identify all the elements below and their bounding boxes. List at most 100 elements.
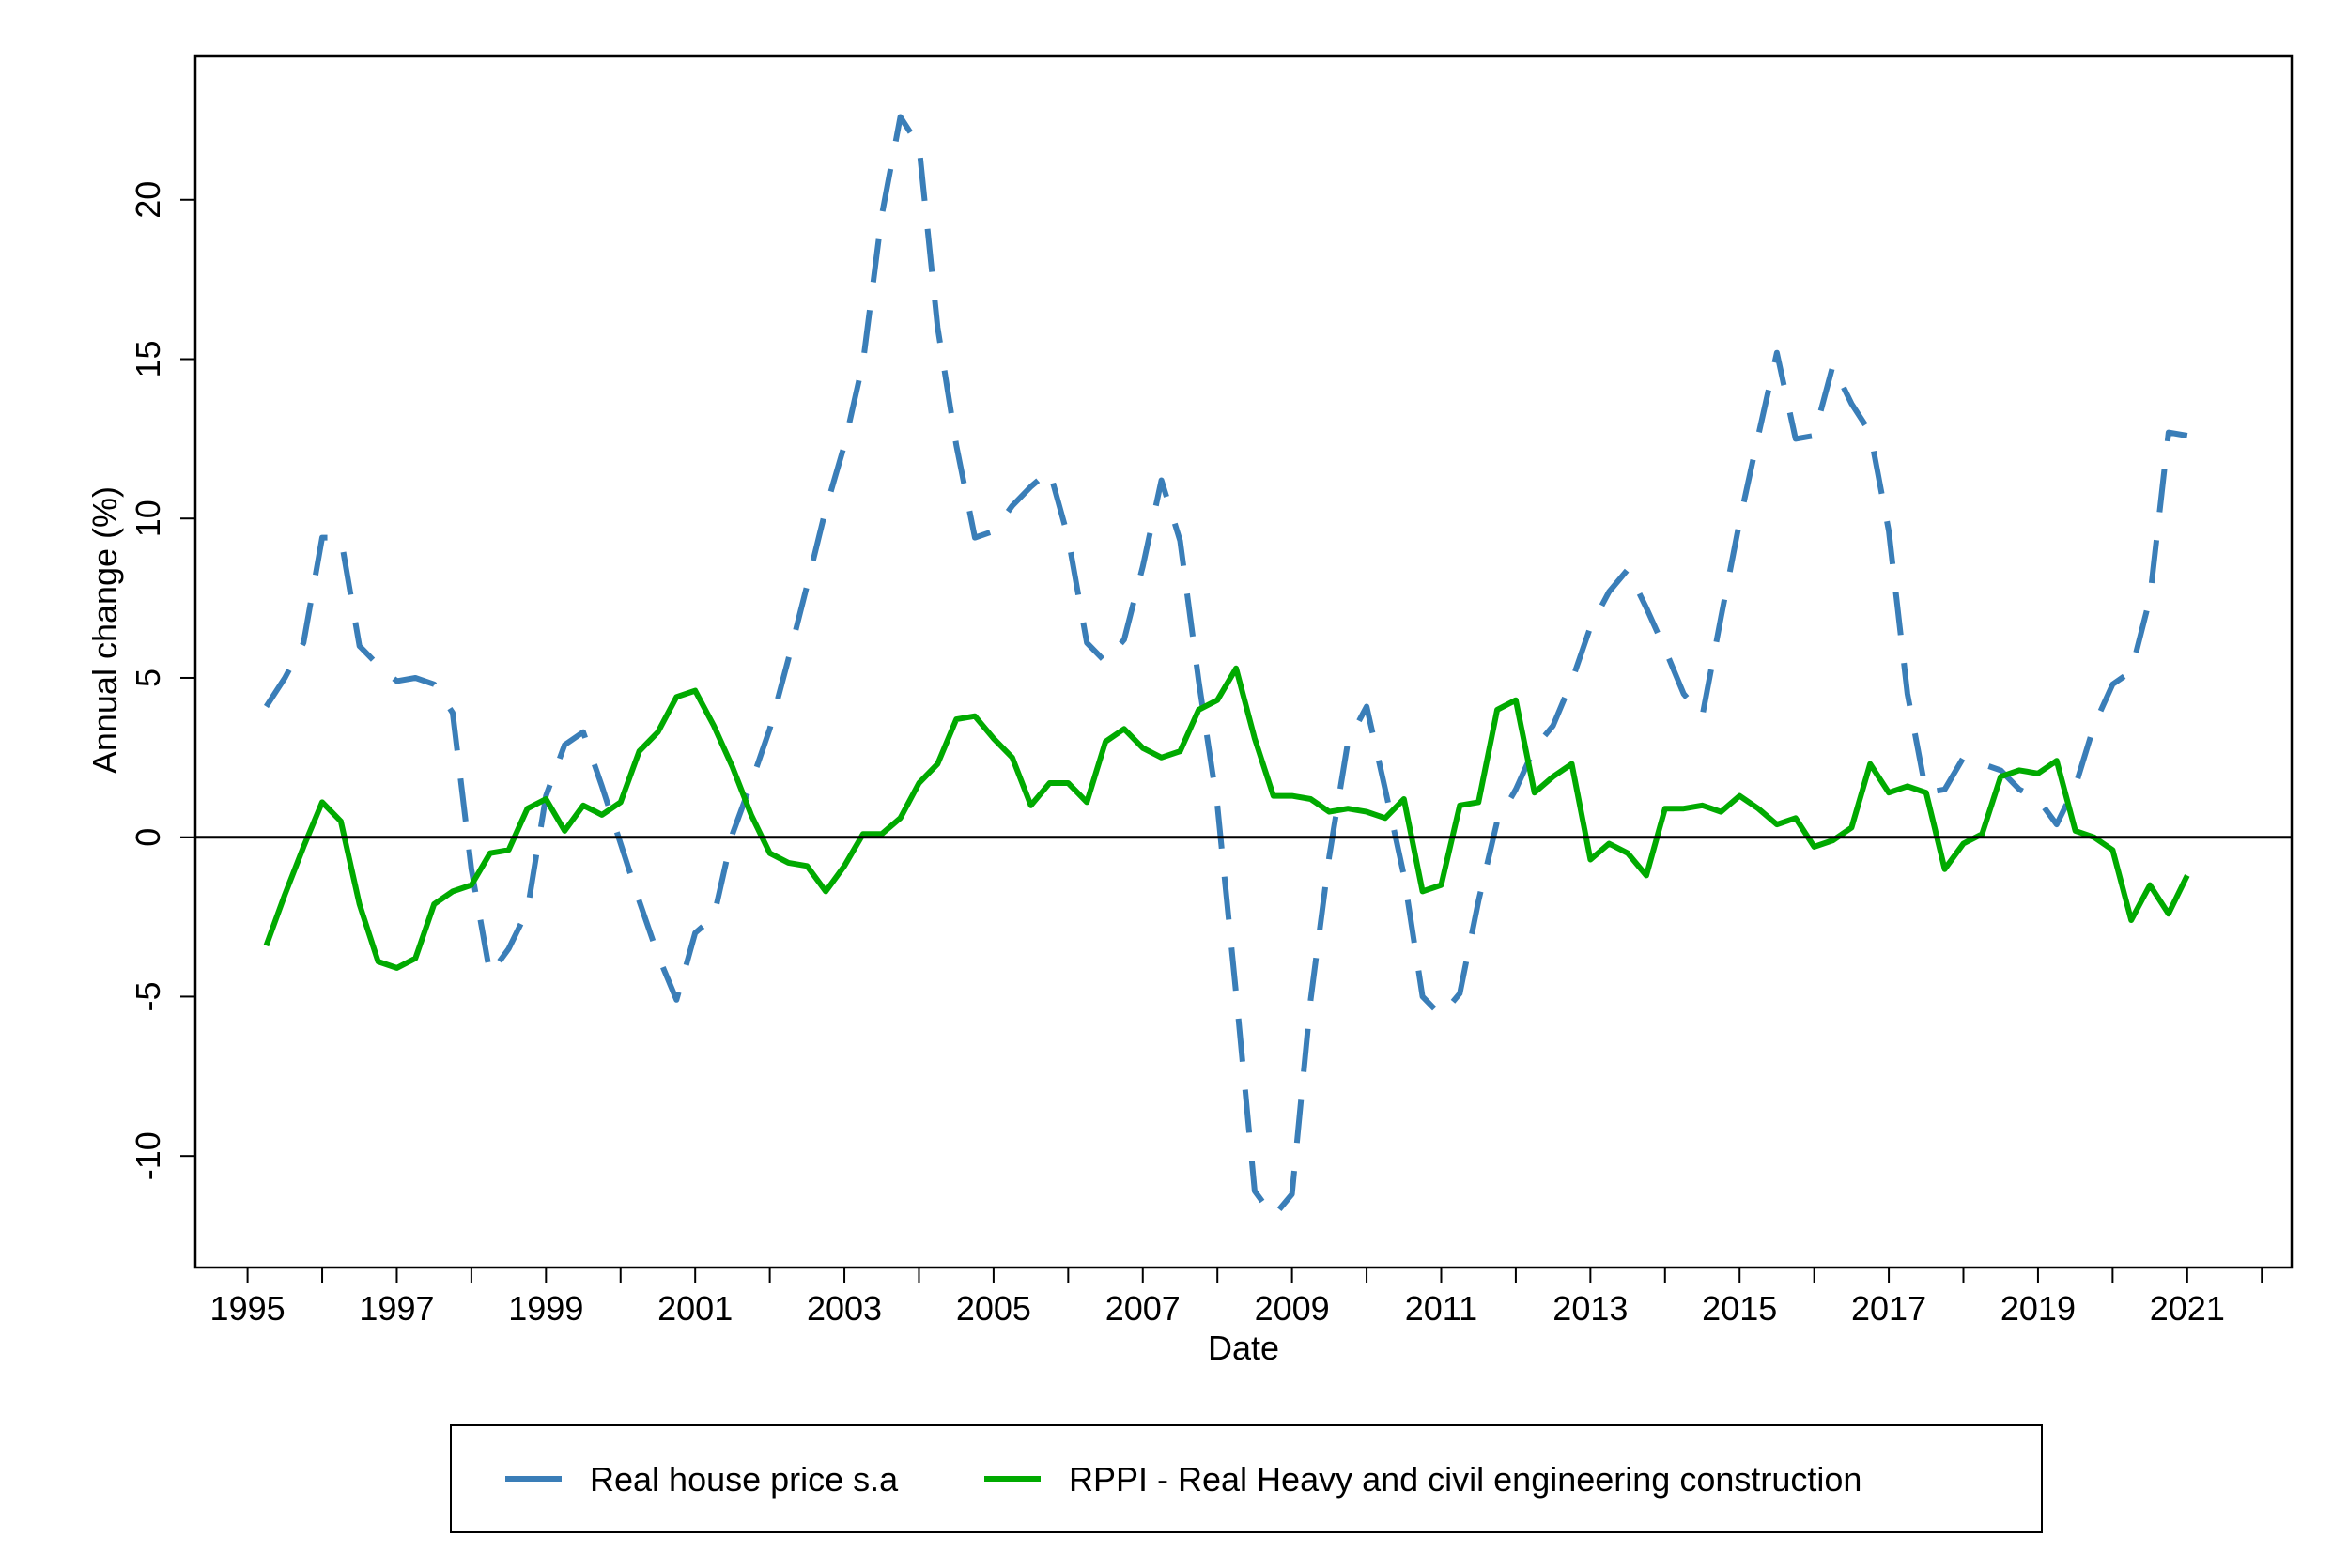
series-0-point (768, 728, 771, 730)
series-0-point (1496, 820, 1499, 822)
series-0-point (2000, 769, 2002, 772)
series-1-point (1272, 794, 1274, 797)
series-0-point (1086, 641, 1089, 644)
series-1-point (1645, 874, 1647, 877)
series-1-point (1104, 740, 1107, 743)
series-0-point (2018, 788, 2021, 791)
series-0-point (1682, 692, 1685, 695)
series-0-point (339, 536, 342, 539)
series-0-point (2055, 823, 2058, 826)
series-0-point (302, 641, 305, 644)
series-1-point (1775, 823, 1778, 826)
series-0-point (488, 973, 491, 976)
series-0-point (1272, 1215, 1274, 1218)
series-0-point (619, 842, 622, 845)
series-1-point (1533, 792, 1536, 794)
series-0-point (1290, 1192, 1293, 1195)
series-0-point (1570, 680, 1573, 683)
series-1-point (526, 807, 529, 810)
series-1-point (358, 903, 361, 906)
series-1-point (1831, 839, 1834, 842)
series-1-point (545, 797, 548, 800)
series-1-point (488, 852, 491, 854)
series-0-point (955, 444, 958, 447)
series-1-point (1216, 699, 1219, 701)
series-0-point (452, 712, 455, 715)
series-1-point (433, 903, 436, 906)
series-0-point (749, 782, 752, 785)
series-1-point (1608, 842, 1611, 845)
series-0-point (2111, 683, 2114, 685)
series-0-point (582, 730, 585, 733)
series-0-point (1402, 874, 1405, 877)
series-0-point (1309, 998, 1312, 1001)
x-axis-label: Date (1208, 1329, 1279, 1367)
series-1-point (974, 715, 977, 717)
y-tick-label: 0 (129, 828, 167, 847)
series-0-point (1981, 762, 1984, 765)
series-0-point (1160, 479, 1163, 482)
series-1-point (564, 829, 566, 832)
series-1-point (1589, 858, 1592, 861)
series-line-0 (263, 114, 2188, 1220)
series-0-point (1645, 607, 1647, 609)
series-0-point (1197, 680, 1200, 683)
y-tick-label: 20 (129, 181, 167, 219)
series-1-point (1383, 817, 1386, 820)
x-axis: 1995 1997 1999 2001 2003 2005 2007 2009 2011 2013… (210, 1268, 2263, 1328)
series-0-point (1533, 746, 1536, 749)
series-0-point (377, 664, 379, 667)
series-1-point (1197, 708, 1200, 711)
series-1-point (955, 718, 958, 721)
series-0-point (600, 785, 603, 788)
series-0-point (1328, 855, 1331, 858)
series-0-point (1440, 1014, 1443, 1017)
series-0-point (1906, 692, 1908, 695)
series-0-point (1831, 364, 1834, 367)
series-0-point (1383, 788, 1386, 791)
series-1-point (657, 730, 659, 733)
series-1-point (1141, 746, 1144, 749)
series-0-point (2036, 797, 2039, 800)
series-0-point (1421, 995, 1424, 998)
series-0-point (1943, 788, 1946, 791)
series-1-point (731, 766, 734, 769)
series-1-point (1011, 756, 1013, 759)
series-1-point (843, 865, 846, 868)
series-0-point (1216, 804, 1219, 807)
series-0-point (1888, 530, 1891, 532)
series-0-point (1459, 992, 1461, 995)
series-1-point (1720, 810, 1722, 813)
series-0-point (1122, 638, 1125, 641)
series-1-point (787, 861, 790, 864)
series-0-point (1757, 434, 1760, 437)
series-1-point (2130, 918, 2133, 921)
legend-box (450, 1424, 2043, 1533)
series-1-point (2036, 772, 2039, 775)
series-1-point (936, 762, 939, 765)
series-0-point (675, 998, 678, 1001)
series-1-point (2018, 769, 2021, 772)
series-1-point (1347, 807, 1350, 810)
series-1-point (1794, 817, 1797, 820)
series-0-point (2149, 597, 2152, 600)
legend-label-house-price: Real house price s.a (590, 1460, 899, 1499)
series-0-point (1514, 788, 1517, 791)
series-0-point (1104, 661, 1107, 664)
series-0-point (899, 115, 902, 118)
series-1-point (321, 801, 324, 804)
series-0-point (2130, 670, 2133, 673)
series-0-point (1794, 438, 1797, 440)
series-0-point (1029, 485, 1032, 488)
series-1-point (2167, 913, 2170, 915)
series-1-point (395, 966, 398, 969)
series-1-point (2186, 874, 2188, 877)
series-1-point (339, 820, 342, 822)
x-tick-label: 1999 (508, 1289, 583, 1328)
series-1-point (880, 833, 883, 836)
series-1-point (1179, 750, 1182, 753)
series-1-point (1160, 756, 1163, 759)
series-1-point (1701, 804, 1704, 807)
x-tick-label: 2005 (956, 1289, 1031, 1328)
